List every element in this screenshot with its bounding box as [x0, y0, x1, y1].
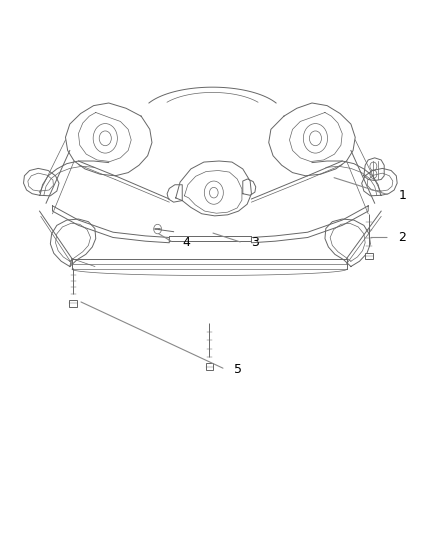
Bar: [365, 253, 373, 260]
Text: 2: 2: [399, 231, 406, 244]
Text: 4: 4: [182, 236, 190, 249]
Bar: [205, 364, 213, 370]
Text: 1: 1: [399, 189, 406, 202]
Bar: [69, 300, 77, 307]
Text: 3: 3: [251, 236, 259, 249]
Text: 5: 5: [234, 363, 242, 376]
